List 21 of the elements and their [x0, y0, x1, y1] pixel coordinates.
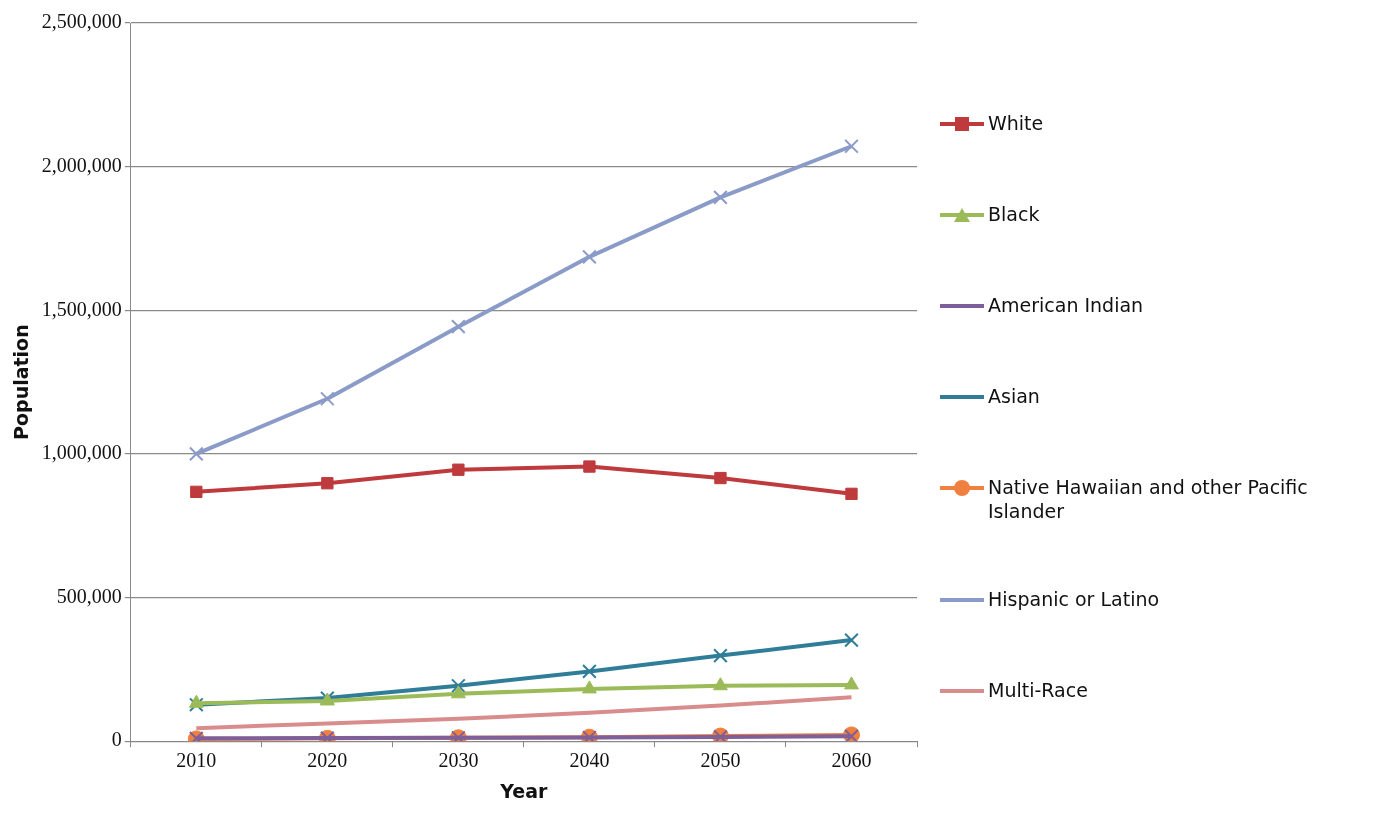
y-tick-label: 1,500,000	[41, 297, 122, 320]
legend-label: White	[988, 111, 1044, 135]
y-tick-label: 0	[111, 728, 122, 751]
y-tick-label: 500,000	[56, 584, 122, 607]
y-axis-title: Population	[10, 324, 33, 440]
legend-label: Asian	[988, 384, 1040, 408]
legend-label: Black	[988, 202, 1040, 226]
x-tick-label: 2060	[831, 749, 872, 772]
y-tick-label: 1,000,000	[41, 441, 122, 464]
legend-label: Hispanic or Latino	[988, 587, 1160, 611]
y-tick-label: 2,000,000	[41, 153, 122, 176]
x-tick-label: 2050	[700, 749, 741, 772]
x-axis-title: Year	[499, 779, 549, 802]
x-tick-label: 2030	[438, 749, 479, 772]
legend-label: Native Hawaiian and other Pacific Islander	[988, 475, 1309, 523]
legend-label: American Indian	[988, 293, 1144, 317]
x-tick-label: 2010	[176, 749, 217, 772]
x-tick-label: 2040	[569, 749, 610, 772]
y-tick-label: 2,500,000	[41, 10, 122, 33]
x-tick-label: 2020	[307, 749, 348, 772]
legend-label: Multi-Race	[988, 678, 1088, 702]
